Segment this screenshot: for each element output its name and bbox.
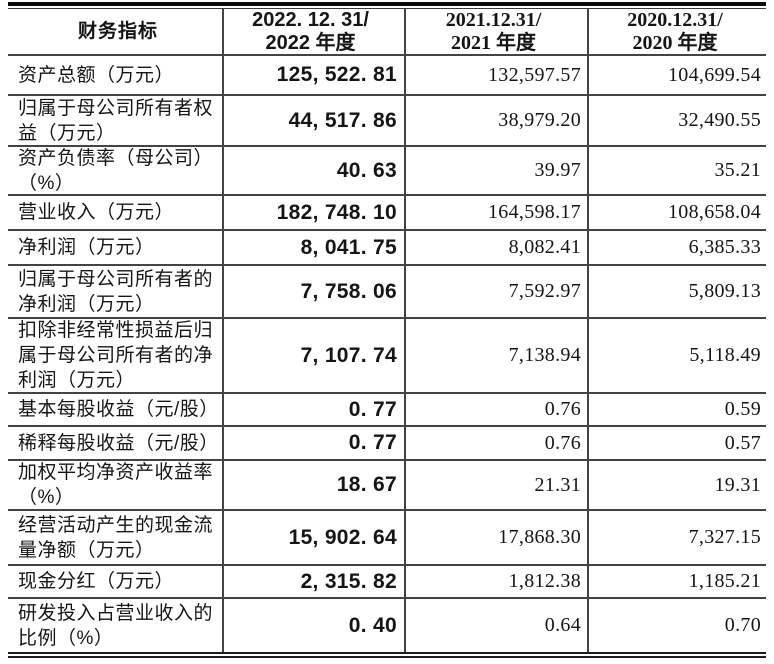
value-2021: 0.76 <box>404 427 587 459</box>
value-2021: 7,592.97 <box>404 266 587 317</box>
row-label: 加权平均净资产收益率 （%） <box>18 462 214 508</box>
table-row-rd-ratio: 研发投入占营业收入的 比例（%） 0. 40 0.64 0.70 <box>8 599 766 652</box>
value-2021: 17,868.30 <box>404 511 587 564</box>
value-2020: 19.31 <box>587 461 766 509</box>
header-period-2022: 2022. 12. 31/ 2022 年度 <box>222 9 404 54</box>
value-2022: 18. 67 <box>222 461 404 509</box>
value-2020: 7,327.15 <box>587 511 766 564</box>
table-row-diluted-eps: 稀释每股收益（元/股） 0. 77 0.76 0.57 <box>8 427 766 461</box>
table-header-row: 财务指标 2022. 12. 31/ 2022 年度 2021.12.31/ 2… <box>8 9 766 56</box>
table-row-weighted-roe: 加权平均净资产收益率 （%） 18. 67 21.31 19.31 <box>8 461 766 511</box>
row-label: 归属于母公司所有者权 益（万元） <box>18 97 214 144</box>
row-label: 资产负债率（母公司） （%） <box>18 147 214 194</box>
value-2021: 164,598.17 <box>404 196 587 229</box>
table-row-total-assets: 资产总额（万元） 125, 522. 81 132,597.57 104,699… <box>8 56 766 96</box>
table-row-debt-ratio: 资产负债率（母公司） （%） 40. 63 39.97 35.21 <box>8 147 766 196</box>
value-2022: 182, 748. 10 <box>222 196 404 229</box>
value-2020: 0.57 <box>587 427 766 459</box>
value-2020: 5,809.13 <box>587 266 766 317</box>
row-label: 资产总额（万元） <box>18 64 175 86</box>
value-2022: 0. 77 <box>222 394 404 425</box>
table-row-basic-eps: 基本每股收益（元/股） 0. 77 0.76 0.59 <box>8 394 766 427</box>
table-row-cash-dividend: 现金分红（万元） 2, 315. 82 1,812.38 1,185.21 <box>8 566 766 599</box>
row-label: 扣除非经常性损益后归 属于母公司所有者的净 利润（万元） <box>18 320 214 391</box>
table-bottom-rule-upper <box>8 652 766 654</box>
table-bottom-rule-lower <box>8 656 766 658</box>
table-row-deducted-net-profit: 扣除非经常性损益后归 属于母公司所有者的净 利润（万元） 7, 107. 74 … <box>8 319 766 394</box>
header-indicator: 财务指标 <box>77 21 158 42</box>
row-label: 现金分红（万元） <box>18 571 175 592</box>
value-2021: 0.76 <box>404 394 587 425</box>
table-row-parent-net-profit: 归属于母公司所有者的 净利润（万元） 7, 758. 06 7,592.97 5… <box>8 266 766 319</box>
value-2021: 21.31 <box>404 461 587 509</box>
value-2021: 39.97 <box>404 147 587 194</box>
value-2022: 0. 40 <box>222 599 404 652</box>
value-2021: 0.64 <box>404 599 587 652</box>
value-2020: 35.21 <box>587 147 766 194</box>
value-2020: 32,490.55 <box>587 96 766 145</box>
value-2020: 104,699.54 <box>587 56 766 94</box>
value-2022: 7, 758. 06 <box>222 266 404 317</box>
value-2022: 40. 63 <box>222 147 404 194</box>
row-label: 归属于母公司所有者的 净利润（万元） <box>18 268 214 315</box>
financial-indicators-table: 财务指标 2022. 12. 31/ 2022 年度 2021.12.31/ 2… <box>8 2 766 658</box>
row-label: 研发投入占营业收入的 比例（%） <box>18 602 214 649</box>
value-2021: 8,082.41 <box>404 231 587 264</box>
value-2021: 1,812.38 <box>404 566 587 597</box>
value-2022: 8, 041. 75 <box>222 231 404 264</box>
table-row-operating-cash-flow: 经营活动产生的现金流 量净额（万元） 15, 902. 64 17,868.30… <box>8 511 766 566</box>
value-2022: 15, 902. 64 <box>222 511 404 564</box>
value-2020: 5,118.49 <box>587 319 766 392</box>
table-row-net-profit: 净利润（万元） 8, 041. 75 8,082.41 6,385.33 <box>8 231 766 266</box>
table-top-thin-rule <box>8 8 766 9</box>
value-2022: 0. 77 <box>222 427 404 459</box>
value-2022: 7, 107. 74 <box>222 319 404 392</box>
row-label: 营业收入（万元） <box>18 202 175 223</box>
value-2022: 44, 517. 86 <box>222 96 404 145</box>
header-period-2021: 2021.12.31/ 2021 年度 <box>404 9 587 54</box>
value-2020: 6,385.33 <box>587 231 766 264</box>
value-2020: 108,658.04 <box>587 196 766 229</box>
row-label: 基本每股收益（元/股） <box>18 399 219 420</box>
table-row-operating-revenue: 营业收入（万元） 182, 748. 10 164,598.17 108,658… <box>8 196 766 231</box>
value-2022: 2, 315. 82 <box>222 566 404 597</box>
row-label: 经营活动产生的现金流 量净额（万元） <box>18 514 214 561</box>
value-2022: 125, 522. 81 <box>222 56 404 94</box>
value-2020: 1,185.21 <box>587 566 766 597</box>
value-2020: 0.70 <box>587 599 766 652</box>
header-period-2020: 2020.12.31/ 2020 年度 <box>587 9 766 54</box>
value-2020: 0.59 <box>587 394 766 425</box>
row-label: 净利润（万元） <box>18 237 155 258</box>
table-row-parent-equity: 归属于母公司所有者权 益（万元） 44, 517. 86 38,979.20 3… <box>8 96 766 147</box>
value-2021: 132,597.57 <box>404 56 587 94</box>
value-2021: 7,138.94 <box>404 319 587 392</box>
row-label: 稀释每股收益（元/股） <box>18 432 219 454</box>
value-2021: 38,979.20 <box>404 96 587 145</box>
table-top-thick-rule <box>8 2 766 6</box>
